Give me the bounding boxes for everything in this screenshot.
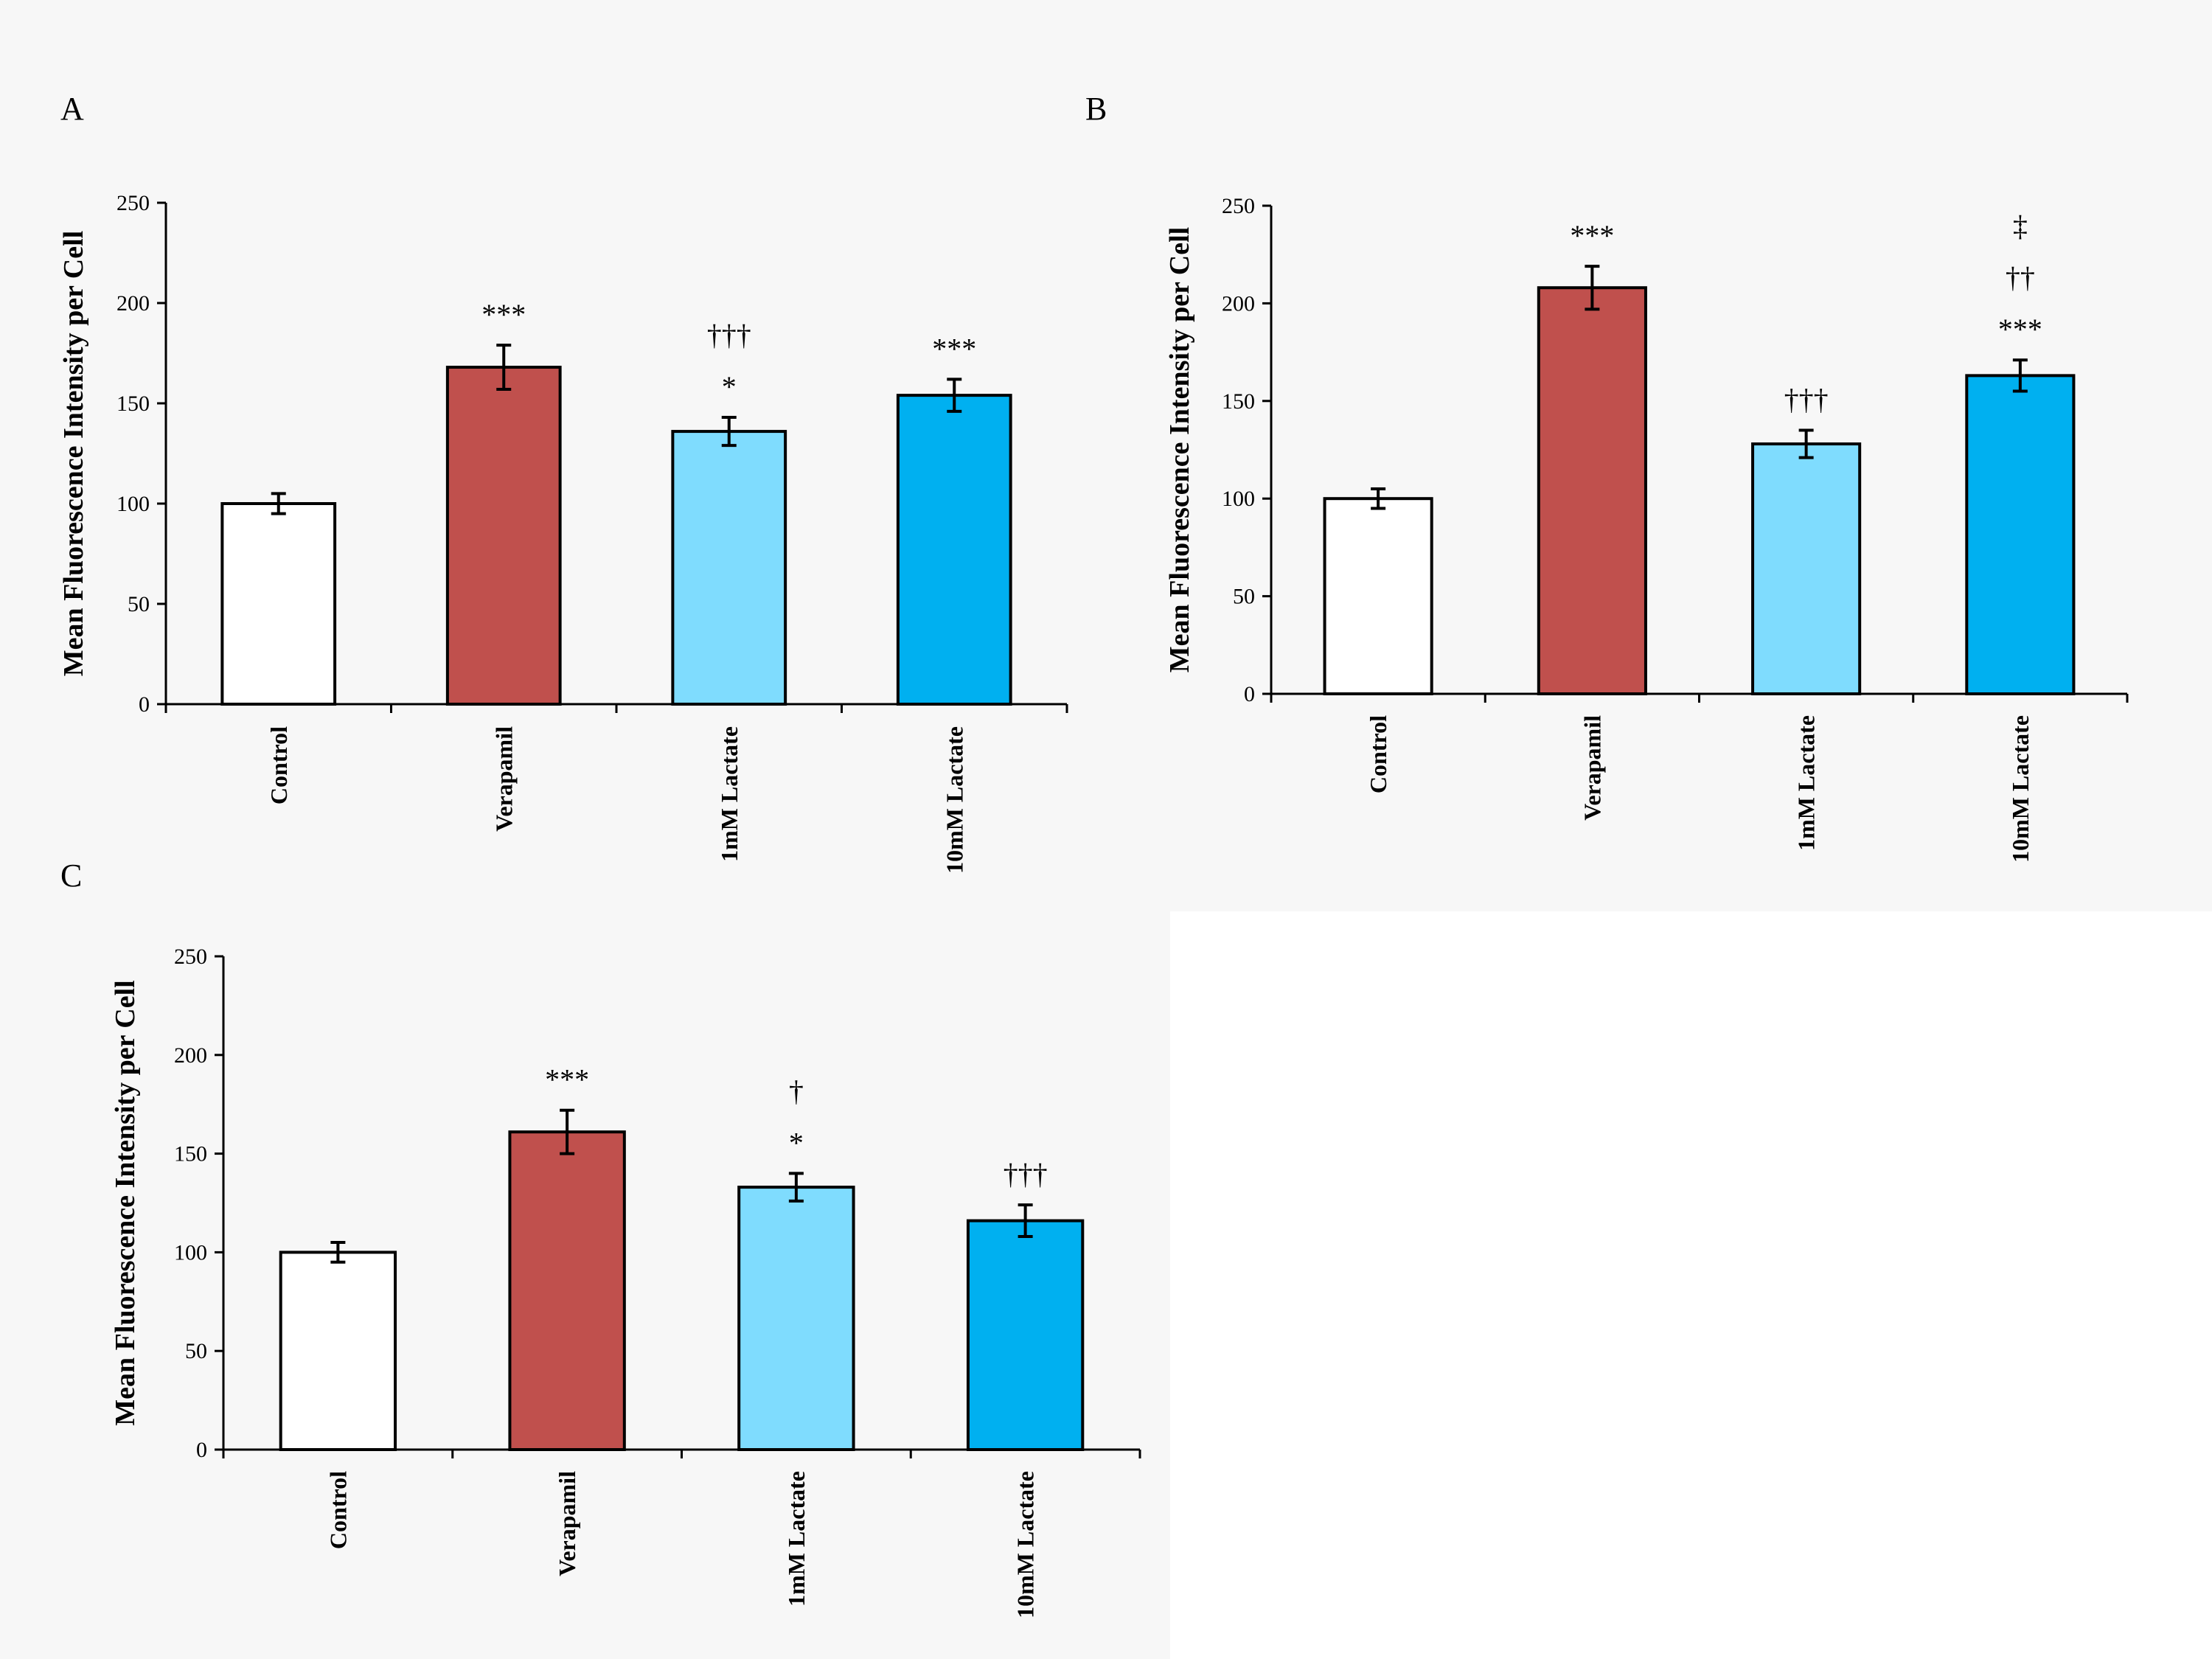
- y-tick-label: 50: [185, 1339, 207, 1363]
- chart-b: 0 50 100 150 200 250 Control *** Verapamil ††† 1mM…: [1164, 194, 2129, 863]
- significance-marker: ‡: [2013, 209, 2028, 243]
- x-category-label: Verapamil: [490, 726, 517, 832]
- significance-marker: ***: [1570, 219, 1614, 252]
- significance-marker: ***: [481, 298, 526, 331]
- x-category-label: 10mM Lactate: [1012, 1471, 1039, 1618]
- y-tick-label: 150: [1222, 389, 1255, 414]
- significance-marker: *: [789, 1126, 804, 1159]
- x-category-label: Verapamil: [554, 1471, 580, 1576]
- significance-marker: *: [722, 370, 737, 403]
- y-tick-label: 0: [1244, 682, 1255, 706]
- x-category-label: Control: [324, 1471, 351, 1549]
- significance-marker: †: [789, 1074, 804, 1107]
- bar-verapamil: [1537, 286, 1647, 695]
- y-tick-label: 200: [116, 291, 150, 316]
- y-tick-label: 150: [174, 1142, 207, 1166]
- y-tick-label: 100: [174, 1240, 207, 1265]
- y-axis-title: Mean Fluorescence Intensity per Cell: [110, 980, 141, 1425]
- x-category-label: 1mM Lactate: [1793, 715, 1820, 851]
- significance-marker: ***: [545, 1063, 589, 1096]
- x-category-label: Control: [265, 726, 292, 804]
- panel-label-c: C: [60, 858, 82, 894]
- panel-label-b: B: [1085, 91, 1107, 127]
- bar-10mm-lactate: [1965, 374, 2076, 695]
- y-axis-title: Mean Fluorescence Intensity per Cell: [1164, 227, 1195, 672]
- x-category-label: Verapamil: [1579, 715, 1605, 821]
- y-tick-label: 200: [1222, 291, 1255, 316]
- y-tick-label: 100: [116, 492, 150, 516]
- y-tick-label: 50: [1233, 585, 1255, 609]
- bar-control: [220, 502, 337, 706]
- y-tick-label: 250: [116, 191, 150, 215]
- bar-verapamil: [508, 1130, 626, 1451]
- significance-marker: ***: [932, 332, 976, 365]
- bar-10mm-lactate: [966, 1219, 1085, 1451]
- y-tick-label: 200: [174, 1043, 207, 1068]
- chart-c: 0 50 100 150 200 250 Control *** Verapamil * † 1mM …: [110, 945, 1141, 1618]
- y-tick-label: 250: [174, 945, 207, 969]
- bar-10mm-lactate: [896, 394, 1012, 706]
- x-category-label: 10mM Lactate: [941, 726, 967, 874]
- y-tick-label: 150: [116, 392, 150, 416]
- y-tick-label: 250: [1222, 194, 1255, 218]
- significance-marker: †††: [1004, 1158, 1048, 1191]
- significance-marker: ††: [2006, 261, 2035, 294]
- blank-area: [1170, 911, 2212, 1659]
- y-tick-label: 0: [196, 1438, 207, 1462]
- bar-1mm-lactate: [671, 430, 787, 706]
- y-tick-label: 100: [1222, 487, 1255, 511]
- x-category-label: Control: [1365, 715, 1391, 793]
- significance-marker: †††: [1784, 383, 1829, 417]
- bar-verapamil: [445, 366, 562, 706]
- x-category-label: 1mM Lactate: [716, 726, 742, 862]
- y-axis-title: Mean Fluorescence Intensity per Cell: [58, 231, 89, 676]
- significance-marker: ***: [1998, 313, 2042, 346]
- bar-control: [279, 1251, 397, 1452]
- y-tick-label: 0: [139, 692, 150, 717]
- bar-1mm-lactate: [1751, 442, 1862, 696]
- y-tick-label: 50: [128, 592, 150, 616]
- bar-1mm-lactate: [737, 1186, 855, 1452]
- significance-marker: †††: [707, 319, 751, 352]
- x-category-label: 1mM Lactate: [783, 1471, 810, 1607]
- bar-control: [1323, 497, 1433, 695]
- panel-label-a: A: [60, 91, 84, 127]
- chart-a: 0 50 100 150 200 250 Control *** Verapamil * ††† 1m…: [58, 191, 1068, 874]
- x-category-label: 10mM Lactate: [2007, 715, 2034, 863]
